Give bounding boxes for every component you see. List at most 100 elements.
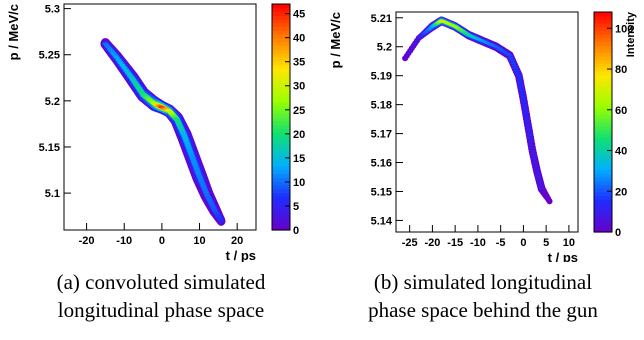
heatmap-cell: [536, 181, 543, 184]
y-tick-label: 5.1: [45, 188, 60, 200]
color-bar-segment: [594, 103, 612, 108]
heatmap-cell: [407, 50, 414, 52]
caption-a-line-2: longitudinal phase space: [57, 298, 265, 322]
color-bar-segment: [272, 120, 290, 126]
color-bar-segment: [272, 19, 290, 24]
x-tick-label: -15: [447, 237, 463, 249]
heatmap-cell: [425, 28, 432, 31]
heatmap-cell: [123, 68, 130, 72]
heatmap-cell: [526, 133, 533, 136]
color-bar-segment: [272, 117, 290, 122]
color-bar-segment: [272, 41, 290, 47]
color-bar-segment: [594, 213, 612, 218]
color-bar-segment: [594, 23, 612, 28]
heatmap-cell: [511, 64, 518, 67]
heatmap-cell: [514, 72, 521, 75]
heatmap-cell: [419, 34, 426, 36]
heatmap-cell: [218, 219, 225, 223]
heatmap-cell: [521, 104, 528, 107]
color-bar-segment: [272, 132, 290, 137]
heatmap-cell: [535, 174, 542, 177]
x-tick-label: 5: [543, 237, 549, 249]
x-tick-label: 10: [193, 235, 205, 247]
color-bar-segment: [272, 75, 290, 80]
y-tick-label: 5.17: [371, 129, 392, 141]
color-bar-segment: [272, 11, 290, 16]
color-bar-segment: [272, 188, 290, 193]
heatmap-cell: [516, 77, 523, 80]
color-bar-segment: [594, 70, 612, 75]
heatmap-cell: [528, 146, 535, 149]
heatmap-cell: [523, 117, 530, 120]
color-bar-segment: [594, 114, 612, 119]
color-bar-segment: [272, 124, 290, 129]
color-bar-segment: [272, 113, 290, 118]
color-bar-segment: [594, 147, 612, 152]
heatmap-cell: [522, 107, 529, 110]
color-bar-segment: [594, 56, 612, 61]
heatmap-cell: [516, 80, 523, 83]
heatmap-cell: [424, 29, 431, 32]
panel-a: -20 -10 0 10 20 5.1 5.15 5.2 5.25 5.3 t / ps p / Me…: [6, 3, 305, 322]
heatmap-cell: [125, 71, 131, 75]
color-bar-segment: [594, 34, 612, 39]
z-tick-label: 20: [615, 186, 627, 198]
color-bar-segment: [272, 147, 290, 152]
heatmap-cell: [524, 123, 531, 126]
heatmap-cell: [217, 218, 224, 221]
x-tick-label: 0: [159, 235, 165, 247]
color-bar-segment: [272, 218, 290, 224]
color-bar-segment: [272, 203, 290, 208]
color-bar-segment: [272, 158, 290, 163]
caption-b-line-2: phase space behind the gun: [368, 298, 598, 322]
color-bar-segment: [594, 173, 612, 178]
heatmap-cell: [527, 140, 534, 143]
color-bar-segment: [594, 30, 612, 35]
y-axis-label: p / MeV/c: [328, 12, 343, 68]
color-bar-segment: [272, 150, 290, 156]
color-bar-segment: [272, 184, 290, 190]
color-bar-segment: [272, 143, 290, 148]
color-bar-segment: [594, 107, 612, 112]
z-tick-label: 100: [615, 23, 633, 35]
color-bar-segment: [272, 211, 290, 216]
color-bar-segment: [594, 67, 612, 72]
color-bar-segment: [272, 162, 290, 167]
color-bar-segment: [272, 86, 290, 92]
z-tick-label: 60: [615, 105, 627, 117]
color-bar-segment: [272, 64, 290, 69]
heatmap-cell: [531, 160, 538, 163]
color-bar-segment: [594, 15, 612, 20]
color-bar-segment: [272, 4, 290, 9]
color-bar-segment: [594, 125, 612, 130]
color-bar-segment: [272, 207, 290, 212]
color-bar-segment: [594, 155, 612, 160]
color-bar-segment: [594, 74, 612, 79]
color-bar-segment: [272, 52, 290, 58]
heatmap-cell: [533, 167, 540, 170]
heatmap-cell: [415, 37, 422, 39]
heatmap-cell: [529, 149, 536, 152]
color-bar-segment: [272, 71, 290, 77]
color-bar-segment: [594, 158, 612, 163]
color-bar-segment: [272, 177, 290, 182]
heatmap-cell: [507, 56, 514, 59]
heatmap-band: [402, 16, 553, 205]
color-bar-label: Intensity: [625, 11, 637, 57]
color-bar-segment: [594, 52, 612, 57]
plot-frame: [395, 11, 579, 233]
color-bar-segment: [594, 89, 612, 94]
color-bar-segment: [272, 22, 290, 28]
z-tick-label: 40: [293, 33, 305, 45]
heatmap-cell: [524, 120, 531, 123]
heatmap-cell: [518, 89, 525, 92]
heatmap-cell: [520, 101, 527, 104]
z-tick-label: 80: [615, 64, 627, 76]
color-bar-segment: [272, 226, 290, 231]
color-bar-segment: [272, 101, 290, 107]
heatmap-cell: [520, 97, 527, 100]
color-bar-segment: [594, 184, 612, 189]
heatmap-cell: [527, 136, 534, 139]
y-axis-label: p / MeV/c: [6, 4, 21, 60]
